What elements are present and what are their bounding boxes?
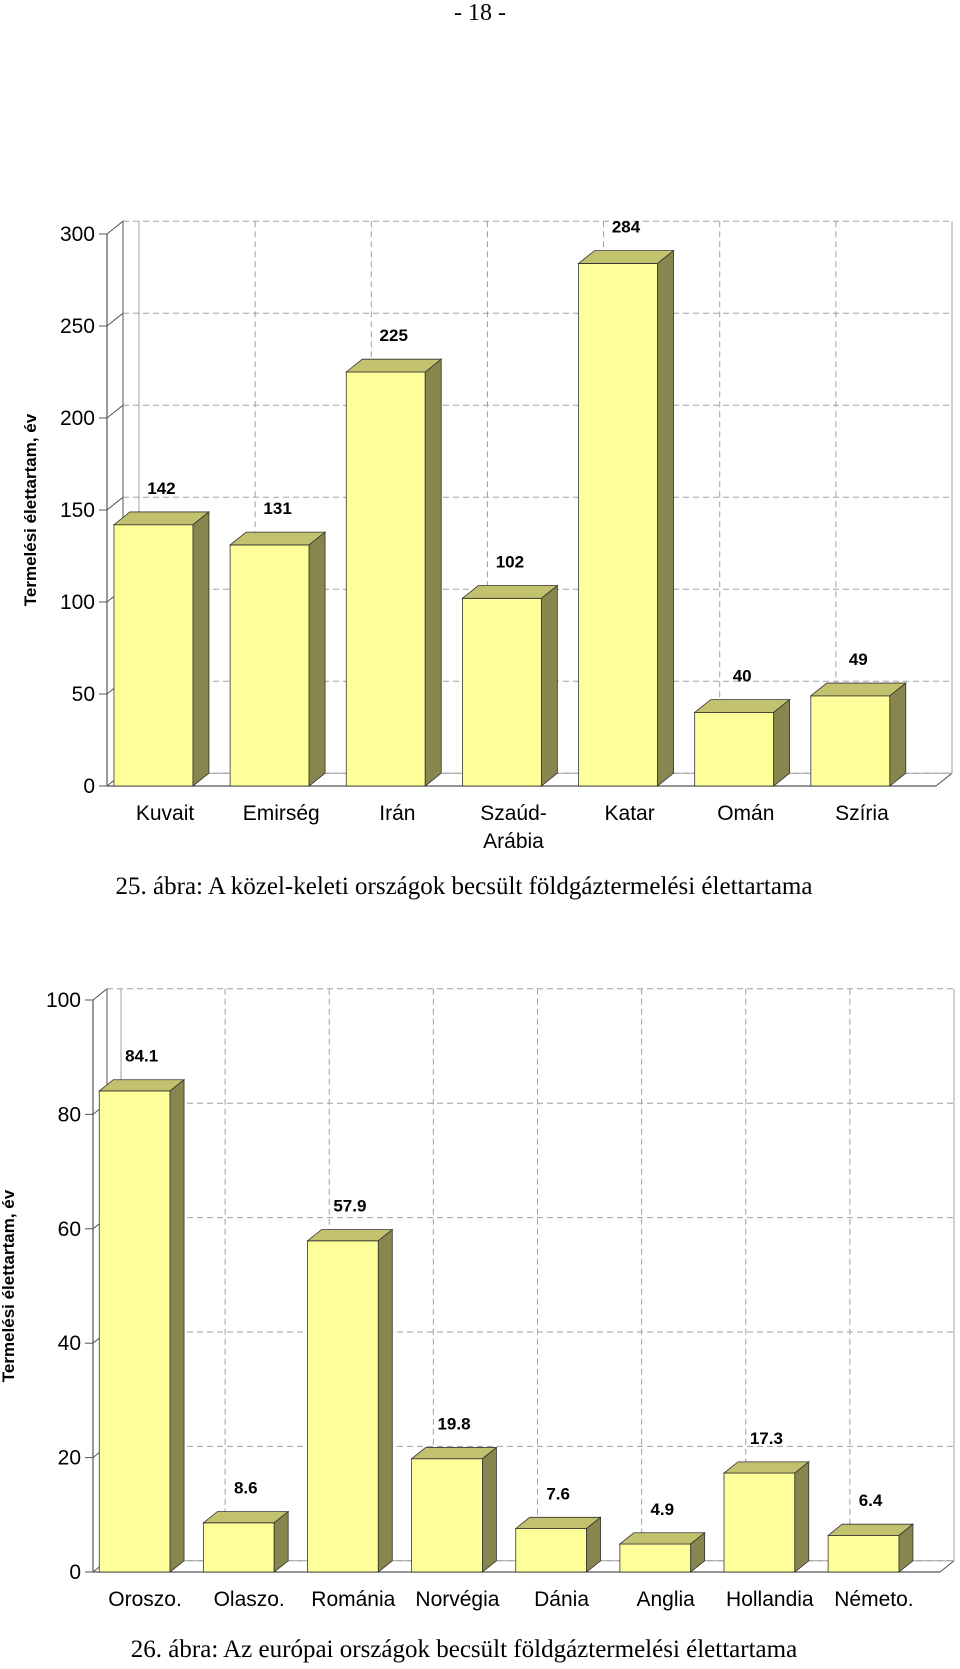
bar-side-1: [273, 1510, 289, 1573]
bar-4: [515, 1528, 587, 1573]
tick-diag-6: [106, 220, 124, 235]
y-tick-label-2: 40: [58, 1332, 81, 1355]
bar-0: [113, 524, 194, 787]
y-tick-label-5: 100: [46, 989, 81, 1012]
y-tick-label-1: 50: [72, 683, 95, 706]
bar-3: [411, 1458, 483, 1573]
value-label-0: 142: [147, 479, 175, 498]
bar-top-4: [514, 1516, 602, 1529]
y-tick-label-2: 100: [60, 591, 95, 614]
x-tick-label-3: Norvégia: [415, 1588, 499, 1611]
bar-side-0: [192, 511, 210, 787]
value-label-4: 284: [612, 218, 641, 237]
caption-chart-26: 26. ábra: Az európai országok becsült fö…: [130, 1636, 798, 1663]
bar-7: [827, 1534, 900, 1573]
value-label-5: 40: [733, 667, 752, 686]
x-tick-label-2: Irán: [379, 802, 415, 825]
value-label-0: 84.1: [125, 1047, 158, 1066]
y-axis-title: Termelési élettartam, év: [21, 413, 40, 606]
y-tick-label-0: 0: [83, 775, 95, 798]
tick-diag-5: [106, 312, 124, 327]
y-tick-label-1: 20: [58, 1447, 81, 1470]
bar-side-5: [690, 1531, 706, 1573]
value-label-2: 225: [380, 326, 408, 345]
x-tick-label-0: Oroszo.: [108, 1588, 182, 1611]
value-label-4: 7.6: [546, 1484, 570, 1503]
value-label-5: 4.9: [650, 1500, 674, 1519]
value-label-7: 6.4: [859, 1491, 883, 1510]
bar-side-7: [898, 1523, 914, 1573]
bar-side-3: [482, 1446, 497, 1573]
y-tick-label-4: 80: [58, 1103, 81, 1126]
value-label-2: 57.9: [333, 1197, 366, 1216]
bar-top-7: [826, 1523, 915, 1536]
page-number: - 18 -: [454, 0, 506, 26]
value-label-6: 17.3: [750, 1429, 783, 1448]
bar-top-5: [618, 1532, 706, 1545]
chart-middle-east: 0 50 100 150 200 250 300 142 Kuvait 131 Emirség 225…: [21, 218, 953, 853]
bar-0: [98, 1090, 171, 1573]
bar-side-6: [889, 682, 907, 787]
bar-side-0: [169, 1078, 185, 1573]
bar-side-6: [794, 1461, 810, 1573]
bar-top-3: [410, 1447, 498, 1460]
bar-top-0: [98, 1079, 186, 1092]
y-tick-label-6: 300: [60, 223, 95, 246]
bar-1: [229, 544, 310, 787]
caption-chart-25: 25. ábra: A közel-keleti országok becsül…: [115, 873, 813, 900]
bar-side-4: [657, 249, 674, 787]
x-tick-label-4: Dánia: [534, 1588, 589, 1611]
x-tick-label-4: Katar: [605, 802, 655, 825]
bar-5: [694, 712, 775, 787]
bar-6: [723, 1472, 796, 1573]
x-tick-label-0: Kuvait: [136, 802, 195, 825]
x-tick-label-6: Szíria: [835, 802, 889, 825]
bar-side-4: [586, 1516, 601, 1573]
bar-side-5: [773, 698, 791, 787]
floor-right-edge: [939, 1560, 955, 1573]
y-axis-title: Termelési élettartam, év: [0, 1189, 18, 1382]
value-label-3: 102: [496, 553, 524, 572]
y-tick-label-5: 250: [60, 315, 95, 338]
bar-side-3: [540, 584, 558, 787]
bar-side-1: [308, 531, 326, 787]
bar-6: [810, 695, 891, 787]
y-tick-label-3: 150: [60, 499, 95, 522]
y-tick-label-0: 0: [69, 1561, 81, 1584]
y-tick-label-3: 60: [58, 1218, 81, 1241]
x-tick-label-2: Románia: [311, 1588, 395, 1611]
tick-diag-4: [106, 404, 124, 419]
x-tick-label-7: Németo.: [834, 1588, 913, 1611]
bar-top-2: [306, 1229, 394, 1242]
tick-diag-3: [106, 496, 124, 511]
value-label-1: 131: [263, 499, 291, 518]
bar-1: [202, 1522, 275, 1573]
tick-diag-5: [92, 988, 108, 1001]
x-tick-label-6: Hollandia: [726, 1588, 814, 1611]
x-tick-label-3-line-1: Arábia: [483, 830, 544, 853]
floor-right-edge: [935, 772, 953, 787]
x-tick-label-1: Olaszo.: [214, 1588, 285, 1611]
bar-4: [578, 263, 658, 787]
value-label-6: 49: [849, 650, 868, 669]
x-tick-label-1: Emirség: [243, 802, 320, 825]
x-tick-label-5: Anglia: [636, 1588, 695, 1611]
bar-top-6: [722, 1461, 810, 1474]
value-label-3: 19.8: [437, 1415, 470, 1434]
x-tick-label-3-line-0: Szaúd-: [480, 802, 547, 825]
bar-side-2: [377, 1228, 393, 1573]
x-tick-label-5: Omán: [717, 802, 774, 825]
bar-side-2: [424, 358, 442, 787]
value-label-1: 8.6: [234, 1479, 258, 1498]
bar-top-1: [202, 1511, 290, 1524]
y-tick-label-4: 200: [60, 407, 95, 430]
bar-5: [619, 1543, 692, 1573]
bar-2: [307, 1240, 379, 1573]
